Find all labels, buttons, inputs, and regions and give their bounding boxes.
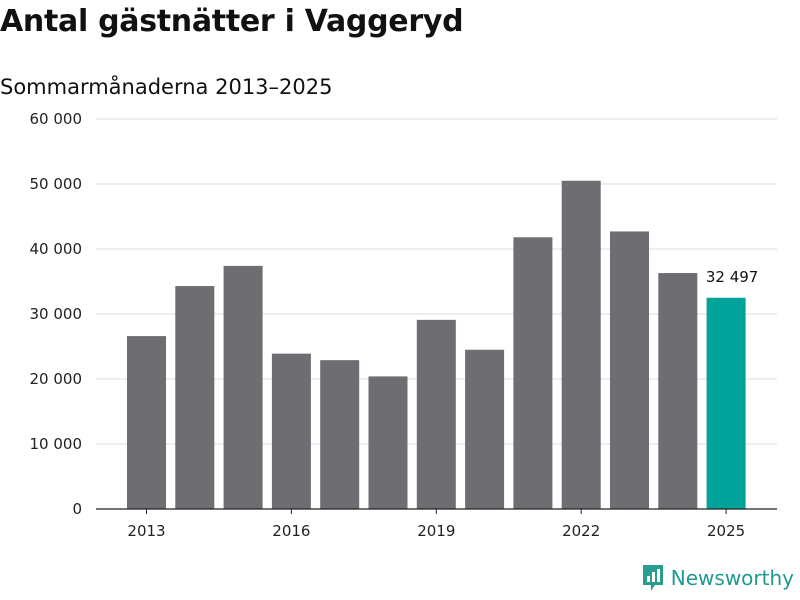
newsworthy-logo-icon: [642, 565, 663, 591]
bar-2013: [127, 336, 166, 509]
y-tick-label: 30 000: [30, 305, 83, 323]
chart-title: Antal gästnätter i Vaggeryd: [0, 4, 464, 39]
bar-2021: [513, 237, 553, 510]
y-tick-label: 10 000: [30, 435, 83, 453]
bar-2017: [320, 360, 360, 509]
bar-2016: [271, 353, 311, 509]
bar-2015: [223, 265, 263, 509]
bar-2022: [561, 180, 601, 509]
y-tick-label: 0: [72, 500, 82, 518]
bars: [127, 180, 746, 510]
bar-2014: [175, 286, 215, 509]
x-tick-label: 2022: [562, 522, 600, 540]
x-tick-label: 2013: [127, 522, 165, 540]
x-tick-label: 2016: [272, 522, 310, 540]
y-tick-label: 60 000: [30, 110, 83, 128]
labels: 0 10 000 20 000 30 000 40 000 50 000 60 000 32 …: [30, 110, 759, 540]
y-tick-label: 40 000: [30, 240, 83, 258]
bar-2023: [610, 231, 649, 509]
bar-2025: [706, 297, 746, 509]
data-label-2025: 32 497: [706, 268, 759, 286]
axes: [96, 508, 777, 514]
bar-2019: [416, 319, 456, 509]
bar-chart: 0 10 000 20 000 30 000 40 000 50 000 60 000 32 …: [30, 110, 777, 540]
brand-logo: Newsworthy: [641, 563, 794, 593]
chart-subtitle: Sommarmånaderna 2013–2025: [0, 75, 333, 99]
x-tick-label: 2019: [417, 522, 455, 540]
y-tick-label: 20 000: [30, 370, 83, 388]
x-tick-label: 2025: [707, 522, 745, 540]
bar-2024: [658, 273, 698, 509]
y-tick-label: 50 000: [30, 175, 83, 193]
brand-name: Newsworthy: [670, 566, 794, 590]
bar-2020: [465, 349, 505, 509]
bar-2018: [368, 376, 408, 509]
